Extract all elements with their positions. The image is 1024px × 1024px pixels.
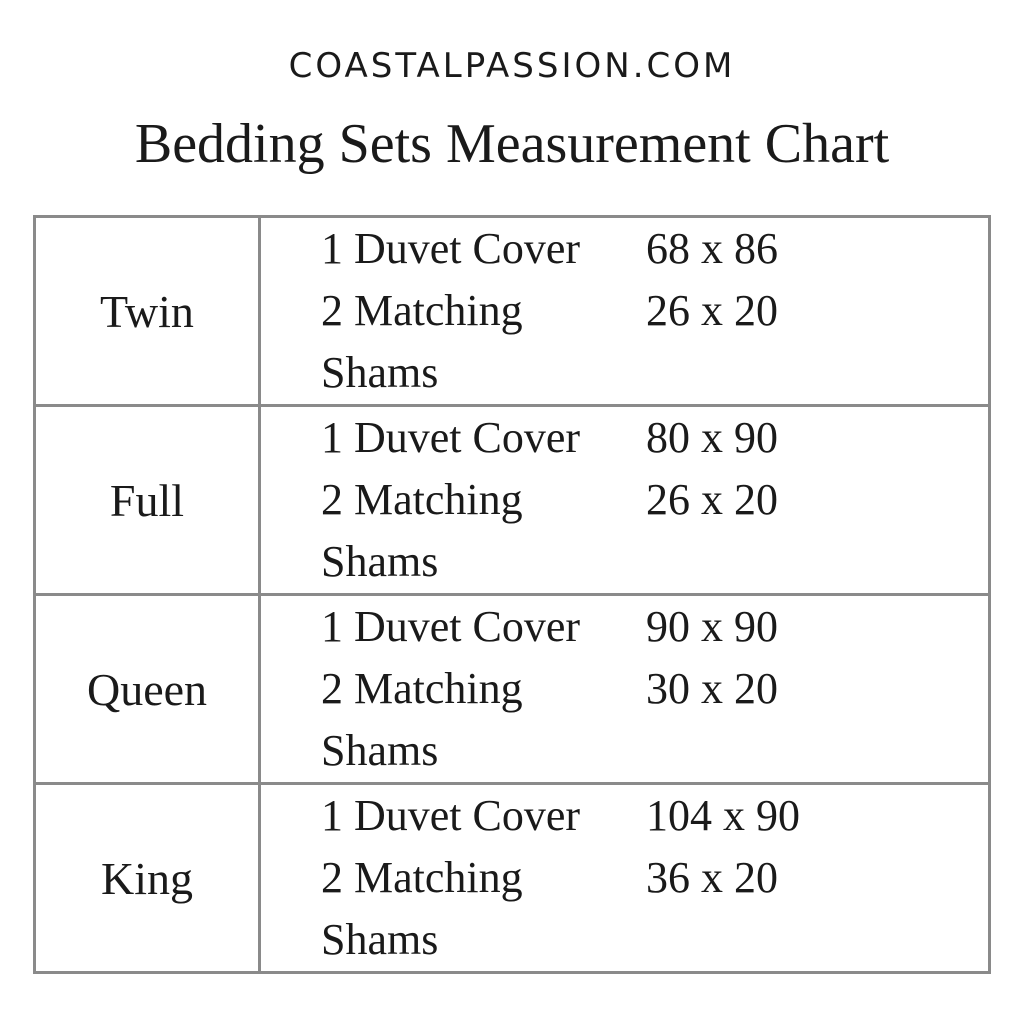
item-line: 2 Matching Shams 26 x 20 — [321, 469, 988, 593]
item-dimensions: 68 x 86 — [646, 224, 778, 273]
page-title: Bedding Sets Measurement Chart — [134, 113, 890, 175]
item-label: 2 Matching Shams — [321, 664, 523, 775]
item-line: 2 Matching Shams 36 x 20 — [321, 847, 988, 971]
bed-size: Full — [33, 404, 261, 596]
bed-size: King — [33, 782, 261, 974]
table-row: Twin 1 Duvet Cover 68 x 86 2 Matching Shams… — [33, 215, 991, 407]
item-dimensions: 90 x 90 — [646, 602, 778, 651]
item-label: 1 Duvet Cover — [321, 791, 581, 840]
bed-size: Twin — [33, 215, 261, 407]
item-dimensions: 26 x 20 — [646, 475, 778, 524]
item-label: 2 Matching Shams — [321, 286, 523, 397]
item-dimensions: 80 x 90 — [646, 413, 778, 462]
measurement-table: Twin 1 Duvet Cover 68 x 86 2 Matching Shams… — [33, 215, 991, 974]
item-label: 2 Matching Shams — [321, 853, 523, 964]
item-dimensions: 30 x 20 — [646, 664, 778, 713]
item-line: 1 Duvet Cover 90 x 90 — [321, 596, 988, 658]
item-dimensions: 26 x 20 — [646, 286, 778, 335]
item-label: 1 Duvet Cover — [321, 602, 581, 651]
table-row: Queen 1 Duvet Cover 90 x 90 2 Matching Sham… — [33, 593, 991, 785]
item-line: 1 Duvet Cover 80 x 90 — [321, 407, 988, 469]
table-row: King 1 Duvet Cover 104 x 90 2 Matching Sham… — [33, 782, 991, 974]
item-line: 2 Matching Shams 30 x 20 — [321, 658, 988, 782]
item-label: 2 Matching Shams — [321, 475, 523, 586]
item-line: 1 Duvet Cover 104 x 90 — [321, 785, 988, 847]
set-contents: 1 Duvet Cover 68 x 86 2 Matching Shams 26 x… — [258, 215, 991, 407]
set-contents: 1 Duvet Cover 90 x 90 2 Matching Shams 30 x… — [258, 593, 991, 785]
item-line: 1 Duvet Cover 68 x 86 — [321, 218, 988, 280]
item-label: 1 Duvet Cover — [321, 224, 581, 273]
bed-size: Queen — [33, 593, 261, 785]
set-contents: 1 Duvet Cover 104 x 90 2 Matching Shams 36 … — [258, 782, 991, 974]
item-dimensions: 36 x 20 — [646, 853, 778, 902]
site-name: COASTALPASSION.COM — [288, 46, 736, 86]
item-line: 2 Matching Shams 26 x 20 — [321, 280, 988, 404]
set-contents: 1 Duvet Cover 80 x 90 2 Matching Shams 26 x… — [258, 404, 991, 596]
item-label: 1 Duvet Cover — [321, 413, 581, 462]
item-dimensions: 104 x 90 — [646, 791, 800, 840]
table-row: Full 1 Duvet Cover 80 x 90 2 Matching Shams… — [33, 404, 991, 596]
